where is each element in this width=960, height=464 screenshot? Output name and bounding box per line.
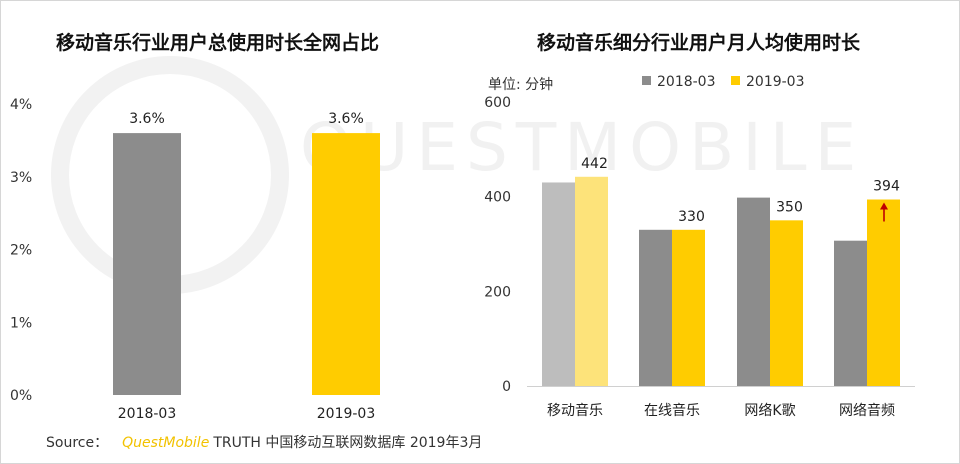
- bar-2019-03: [312, 133, 380, 395]
- source-label: Source：: [46, 435, 109, 451]
- bar-2019-03-0: [575, 176, 608, 386]
- data-label: 330: [678, 209, 705, 225]
- y-tick-label: 0: [502, 379, 511, 395]
- legend-label-2018: 2018-03: [657, 74, 716, 90]
- data-label: 3.6%: [328, 111, 364, 127]
- right-chart-title: 移动音乐细分行业用户月人均使用时长: [537, 32, 861, 54]
- bar-2018-03-3: [834, 240, 867, 386]
- y-tick-label: 200: [484, 284, 511, 300]
- x-tick-label: 网络音频: [839, 402, 895, 419]
- legend-label-2019: 2019-03: [746, 74, 805, 90]
- left-chart-title: 移动音乐行业用户总使用时长全网占比: [56, 32, 380, 54]
- bar-2018-03: [113, 133, 181, 395]
- unit-label: 单位: 分钟: [488, 77, 554, 93]
- y-tick-label: 3%: [10, 170, 32, 186]
- y-tick-label: 400: [484, 190, 511, 206]
- bar-2018-03-0: [542, 182, 575, 386]
- legend-swatch-2018: [642, 76, 651, 85]
- source-brand: QuestMobile: [122, 435, 210, 451]
- legend-swatch-2019: [731, 76, 740, 85]
- y-tick-label: 2%: [10, 243, 32, 259]
- bar-2019-03-2: [770, 220, 803, 386]
- bar-2019-03-3: [867, 199, 900, 386]
- data-label: 3.6%: [129, 111, 165, 127]
- data-label: 394: [873, 179, 900, 195]
- bar-2018-03-2: [737, 197, 770, 386]
- x-tick-label: 2019-03: [317, 406, 376, 422]
- bar-2019-03-1: [672, 229, 705, 386]
- x-tick-label: 2018-03: [118, 406, 177, 422]
- increase-arrow-head: [880, 202, 888, 210]
- legend-item-2018: 2018-03: [642, 74, 716, 90]
- watermark-text: QUESTMOBILE: [300, 109, 864, 186]
- source-footer: Source： QuestMobile TRUTH 中国移动互联网数据库 2019年…: [46, 432, 482, 452]
- data-label: 350: [776, 199, 803, 215]
- legend-item-2019: 2019-03: [731, 74, 805, 90]
- x-tick-label: 网络K歌: [744, 403, 795, 419]
- data-label: 442: [581, 156, 608, 172]
- x-tick-label: 移动音乐: [547, 402, 603, 419]
- source-text: TRUTH 中国移动互联网数据库 2019年3月: [213, 435, 483, 451]
- y-tick-label: 4%: [10, 97, 32, 113]
- bar-2018-03-1: [639, 229, 672, 386]
- y-tick-label: 0%: [10, 388, 32, 404]
- y-tick-label: 1%: [10, 315, 32, 331]
- x-tick-label: 在线音乐: [644, 402, 700, 419]
- y-tick-label: 600: [484, 95, 511, 111]
